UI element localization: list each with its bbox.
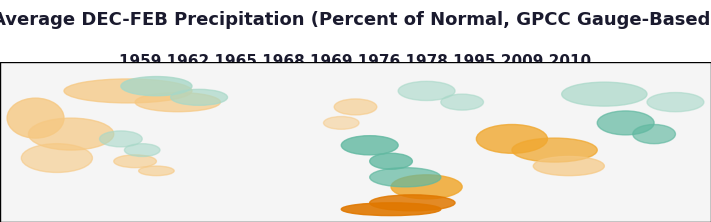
Text: 1959 1962 1965 1968 1969 1976 1978 1995 2009 2010: 1959 1962 1965 1968 1969 1976 1978 1995 … <box>119 54 592 69</box>
Ellipse shape <box>370 168 441 187</box>
Ellipse shape <box>171 89 228 105</box>
Ellipse shape <box>562 82 647 106</box>
Ellipse shape <box>100 131 142 147</box>
Ellipse shape <box>135 93 220 112</box>
Ellipse shape <box>647 93 704 112</box>
Ellipse shape <box>124 144 160 157</box>
Ellipse shape <box>341 203 441 216</box>
Ellipse shape <box>391 175 462 199</box>
Ellipse shape <box>633 125 675 144</box>
Text: Average DEC-FEB Precipitation (Percent of Normal, GPCC Gauge-Based): Average DEC-FEB Precipitation (Percent o… <box>0 11 711 29</box>
Ellipse shape <box>512 138 597 162</box>
Ellipse shape <box>476 125 547 153</box>
Ellipse shape <box>341 136 398 155</box>
Ellipse shape <box>139 166 174 176</box>
Ellipse shape <box>28 118 114 150</box>
Ellipse shape <box>533 157 604 176</box>
Ellipse shape <box>7 98 64 138</box>
Ellipse shape <box>370 195 455 211</box>
Ellipse shape <box>370 153 412 169</box>
Ellipse shape <box>121 77 192 96</box>
Ellipse shape <box>441 94 483 110</box>
Ellipse shape <box>114 155 156 168</box>
Ellipse shape <box>324 117 359 129</box>
Ellipse shape <box>64 79 192 103</box>
Ellipse shape <box>334 99 377 115</box>
FancyBboxPatch shape <box>0 62 711 222</box>
Ellipse shape <box>398 81 455 101</box>
Ellipse shape <box>597 111 654 135</box>
Ellipse shape <box>21 144 92 172</box>
